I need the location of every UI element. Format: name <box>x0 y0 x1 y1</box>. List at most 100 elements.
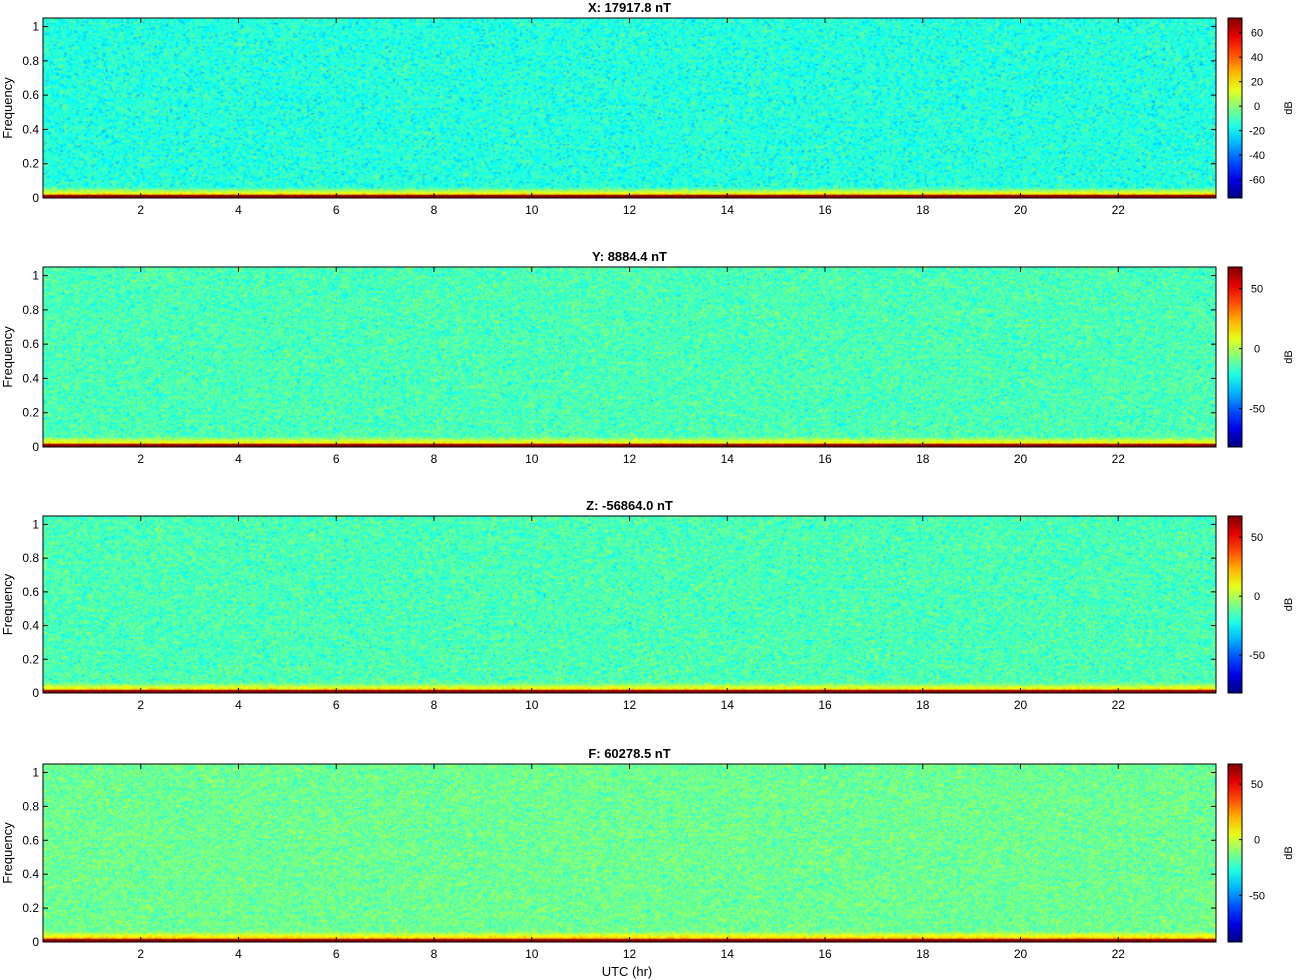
y-axis-label: Frequency <box>0 822 15 884</box>
y-tick-label: 0.4 <box>22 619 39 633</box>
x-tick-label: 22 <box>1112 203 1126 217</box>
x-tick-label: 10 <box>525 698 539 712</box>
y-tick-label: 0.4 <box>22 371 39 385</box>
x-tick-label: 20 <box>1014 452 1028 466</box>
spectrogram-panel: 2 4 6 8 10 12 14 16 18 20 22 0 0.2 0.4 0.6 0.8 1 Z: -5686… <box>0 498 1295 712</box>
x-tick-label: 10 <box>525 452 539 466</box>
colorbar-label: dB <box>1283 846 1295 859</box>
spectrogram-image <box>43 764 1216 942</box>
y-axis-label: Frequency <box>0 77 15 139</box>
spectrogram-image <box>43 516 1216 693</box>
x-tick-label: 20 <box>1014 947 1028 961</box>
x-tick-label: 16 <box>818 452 832 466</box>
x-tick-label: 18 <box>916 452 930 466</box>
x-tick-label: 22 <box>1112 947 1126 961</box>
x-tick-label: 18 <box>916 203 930 217</box>
y-tick-label: 0.8 <box>22 799 39 813</box>
x-tick-label: 14 <box>721 698 735 712</box>
x-tick-label: 4 <box>235 452 242 466</box>
y-tick-label: 0.8 <box>22 551 39 565</box>
colorbar-tick-label: 50 <box>1251 532 1263 544</box>
colorbar-label: dB <box>1283 350 1295 363</box>
y-tick-label: 0.4 <box>22 867 39 881</box>
x-tick-label: 2 <box>137 452 144 466</box>
panel-title: X: 17917.8 nT <box>588 0 671 15</box>
x-tick-label: 18 <box>916 947 930 961</box>
y-tick-label: 0.6 <box>22 833 39 847</box>
x-tick-label: 16 <box>818 698 832 712</box>
y-tick-label: 0 <box>32 935 39 949</box>
x-tick-label: 10 <box>525 203 539 217</box>
spectrogram-image <box>43 267 1216 447</box>
y-tick-label: 1 <box>32 517 39 531</box>
spectrogram-panel: 2 4 6 8 10 12 14 16 18 20 22 0 0.2 0.4 0.6 0.8 1 X: 17917… <box>0 0 1295 217</box>
y-axis-label: Frequency <box>0 326 15 388</box>
colorbar-tick-label: -50 <box>1249 650 1265 662</box>
x-tick-label: 16 <box>818 203 832 217</box>
y-tick-label: 0 <box>32 191 39 205</box>
colorbar-label: dB <box>1283 598 1295 611</box>
colorbar <box>1227 515 1243 694</box>
colorbar-tick-label: 0 <box>1254 835 1260 847</box>
colorbar <box>1227 763 1243 943</box>
x-tick-label: 6 <box>333 203 340 217</box>
y-tick-label: 0.8 <box>22 54 39 68</box>
x-tick-label: 6 <box>333 947 340 961</box>
colorbar-tick-label: 20 <box>1251 77 1263 89</box>
x-tick-label: 4 <box>235 947 242 961</box>
x-tick-label: 22 <box>1112 452 1126 466</box>
colorbar-tick-label: 50 <box>1251 779 1263 791</box>
spectrogram-panel: 2 4 6 8 10 12 14 16 18 20 22 0 0.2 0.4 0.6 0.8 1 F: 60278… <box>0 746 1295 961</box>
x-tick-label: 14 <box>721 947 735 961</box>
colorbar-label: dB <box>1283 101 1295 114</box>
x-tick-label: 12 <box>623 452 637 466</box>
x-tick-label: 4 <box>235 203 242 217</box>
colorbar-tick-label: 60 <box>1251 28 1263 40</box>
colorbar-tick-label: -50 <box>1249 890 1265 902</box>
y-tick-label: 0.2 <box>22 406 39 420</box>
x-tick-label: 6 <box>333 698 340 712</box>
x-tick-label: 8 <box>431 947 438 961</box>
colorbar-tick-label: -20 <box>1249 126 1265 138</box>
figure-x-axis-label: UTC (hr) <box>602 964 653 979</box>
x-tick-label: 20 <box>1014 203 1028 217</box>
x-tick-label: 8 <box>431 452 438 466</box>
spectrogram-image <box>43 18 1216 198</box>
y-tick-label: 0.6 <box>22 585 39 599</box>
colorbar <box>1227 17 1243 199</box>
colorbar-tick-label: -50 <box>1249 404 1265 416</box>
y-tick-label: 0.2 <box>22 157 39 171</box>
x-tick-label: 22 <box>1112 698 1126 712</box>
x-tick-label: 2 <box>137 947 144 961</box>
x-tick-label: 16 <box>818 947 832 961</box>
colorbar-tick-label: 0 <box>1254 591 1260 603</box>
x-tick-label: 4 <box>235 698 242 712</box>
y-tick-label: 0.6 <box>22 88 39 102</box>
colorbar-tick-label: -60 <box>1249 175 1265 187</box>
panel-title: Y: 8884.4 nT <box>592 249 667 264</box>
spectrogram-panel: 2 4 6 8 10 12 14 16 18 20 22 0 0.2 0.4 0.6 0.8 1 Y: 8884.… <box>0 249 1295 466</box>
colorbar-tick-label: 0 <box>1254 101 1260 113</box>
y-tick-label: 1 <box>32 765 39 779</box>
x-tick-label: 20 <box>1014 698 1028 712</box>
x-tick-label: 2 <box>137 203 144 217</box>
colorbar-tick-label: 40 <box>1251 52 1263 64</box>
x-tick-label: 14 <box>721 452 735 466</box>
x-tick-label: 6 <box>333 452 340 466</box>
colorbar-tick-label: 50 <box>1251 284 1263 296</box>
x-tick-label: 12 <box>623 947 637 961</box>
x-tick-label: 2 <box>137 698 144 712</box>
x-tick-label: 10 <box>525 947 539 961</box>
colorbar-tick-label: -40 <box>1249 150 1265 162</box>
y-tick-label: 1 <box>32 269 39 283</box>
panel-title: Z: -56864.0 nT <box>586 498 673 513</box>
y-tick-label: 0 <box>32 440 39 454</box>
x-tick-label: 8 <box>431 698 438 712</box>
y-tick-label: 0 <box>32 686 39 700</box>
y-tick-label: 0.6 <box>22 337 39 351</box>
y-tick-label: 0.2 <box>22 901 39 915</box>
x-tick-label: 12 <box>623 698 637 712</box>
colorbar-tick-label: 0 <box>1254 344 1260 356</box>
panel-title: F: 60278.5 nT <box>588 746 670 761</box>
x-tick-label: 14 <box>721 203 735 217</box>
